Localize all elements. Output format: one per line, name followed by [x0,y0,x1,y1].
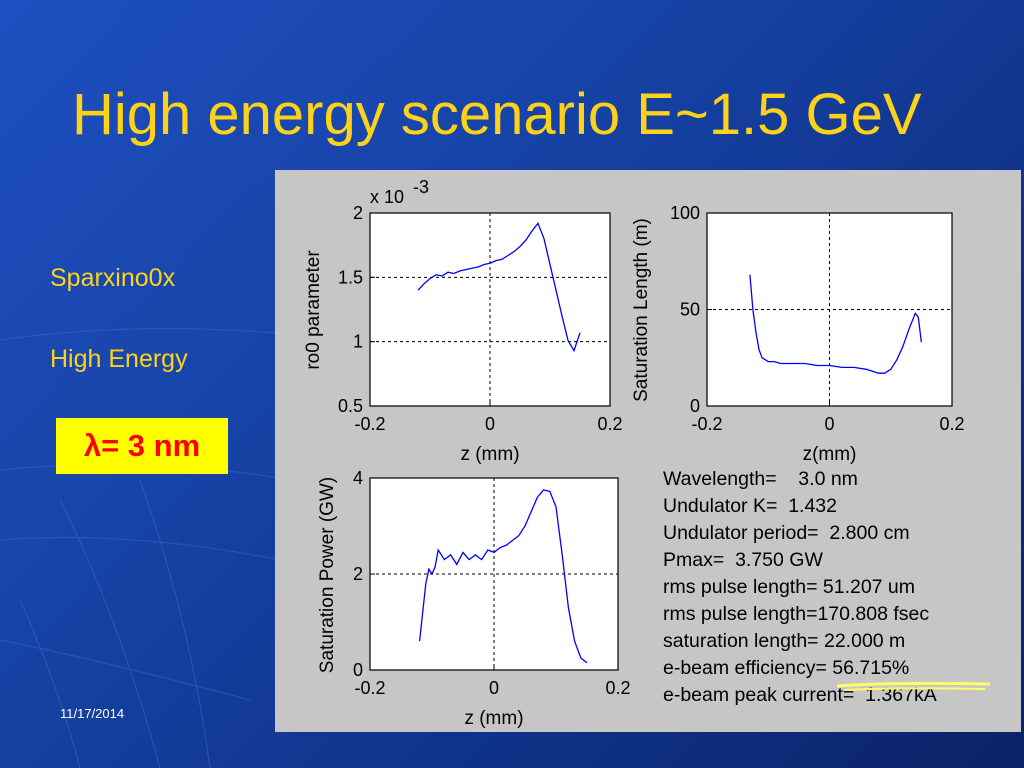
y-tick-label: 0 [353,660,363,680]
x-tick-label: 0.2 [597,414,622,434]
x-tick-label: -0.2 [691,414,722,434]
y-tick-label: 100 [670,203,700,223]
param-undulator-period: Undulator period= 2.800 cm [663,522,910,544]
x-axis-label: z(mm) [803,444,857,465]
wavelength-badge: λ= 3 nm [56,418,228,474]
chart-ro0: -0.2 0 0.2 0.5 1 1.5 2 z (mm) ro0 parameter x 10-… [303,177,623,465]
series-line [417,221,581,353]
param-ebeam-efficiency: e-beam efficiency= 56.715% [663,657,910,679]
scenario-label: High Energy [50,345,188,373]
x-axis-label: z (mm) [460,444,519,465]
axis-exponent-label: x 10 [370,187,404,207]
y-tick-label: 2 [353,203,363,223]
x-tick-label: -0.2 [354,414,385,434]
efficiency-highlight-mark [836,681,991,691]
axis-exponent-power: -3 [413,177,429,197]
simulation-code-label: Sparxino0x [50,264,176,292]
y-tick-label: 2 [353,564,363,584]
param-undulator-k: Undulator K= 1.432 [663,495,837,517]
figure-panel: -0.2 0 0.2 0.5 1 1.5 2 z (mm) ro0 parameter x 10-… [275,170,1021,732]
y-axis-label: Saturation Power (GW) [317,477,338,673]
param-saturation-length: saturation length= 22.000 m [663,630,906,652]
y-tick-label: 1 [353,332,363,352]
series-line [749,274,923,374]
x-tick-label: 0 [485,414,495,434]
series-line [418,489,588,664]
slide-title: High energy scenario E~1.5 GeV [72,82,922,147]
y-tick-label: 50 [680,300,700,320]
slide-date: 11/17/2014 [60,706,125,721]
param-pmax: Pmax= 3.750 GW [663,549,823,571]
param-wavelength: Wavelength= 3.0 nm [663,468,858,490]
y-axis-label: Saturation Length (m) [631,218,652,402]
y-tick-label: 4 [353,468,363,488]
x-tick-label: 0 [489,678,499,698]
y-tick-label: 1.5 [338,267,363,287]
x-axis-label: z (mm) [464,708,523,729]
param-rms-pulse-length-fsec: rms pulse length=170.808 fsec [663,603,930,625]
x-tick-label: 0.2 [939,414,964,434]
x-tick-label: 0.2 [605,678,630,698]
y-axis-label: ro0 parameter [303,250,324,370]
y-tick-label: 0 [690,396,700,416]
x-tick-label: -0.2 [354,678,385,698]
param-rms-pulse-length-um: rms pulse length= 51.207 um [663,576,916,598]
y-tick-label: 0.5 [338,396,363,416]
x-tick-label: 0 [824,414,834,434]
